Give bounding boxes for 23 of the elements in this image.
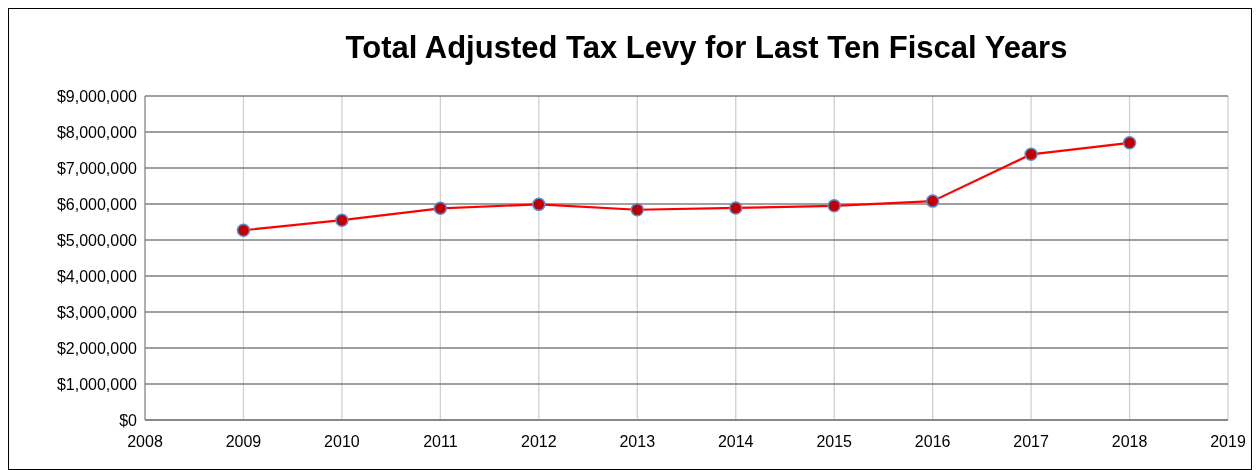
chart-title: Total Adjusted Tax Levy for Last Ten Fiscal Years (345, 30, 1068, 65)
y-tick-label: $4,000,000 (56, 267, 138, 285)
x-tick-label: 2016 (914, 433, 951, 450)
y-tick-label: $7,000,000 (56, 159, 138, 177)
x-tick-label: 2008 (127, 433, 163, 450)
y-tick-label: $5,000,000 (56, 231, 138, 249)
y-tick-label: $1,000,000 (56, 375, 138, 393)
x-tick-label: 2009 (225, 433, 262, 450)
y-tick-label: $3,000,000 (56, 303, 138, 321)
x-tick-label: 2011 (423, 433, 458, 450)
x-tick-label: 2013 (619, 433, 656, 450)
x-tick-label: 2014 (717, 433, 754, 450)
y-tick-label: $2,000,000 (56, 339, 138, 357)
x-tick-label: 2012 (521, 433, 557, 450)
y-tick-label: $9,000,000 (56, 87, 138, 105)
x-tick-label: 2015 (816, 433, 853, 450)
x-tick-label: 2017 (1013, 433, 1049, 450)
x-tick-label: 2018 (1111, 433, 1148, 450)
y-tick-label: $8,000,000 (56, 123, 138, 141)
x-tick-label: 2010 (324, 433, 360, 450)
x-tick-label: 2019 (1210, 433, 1246, 450)
y-tick-label: $6,000,000 (56, 195, 138, 213)
y-tick-label: $0 (119, 411, 138, 429)
